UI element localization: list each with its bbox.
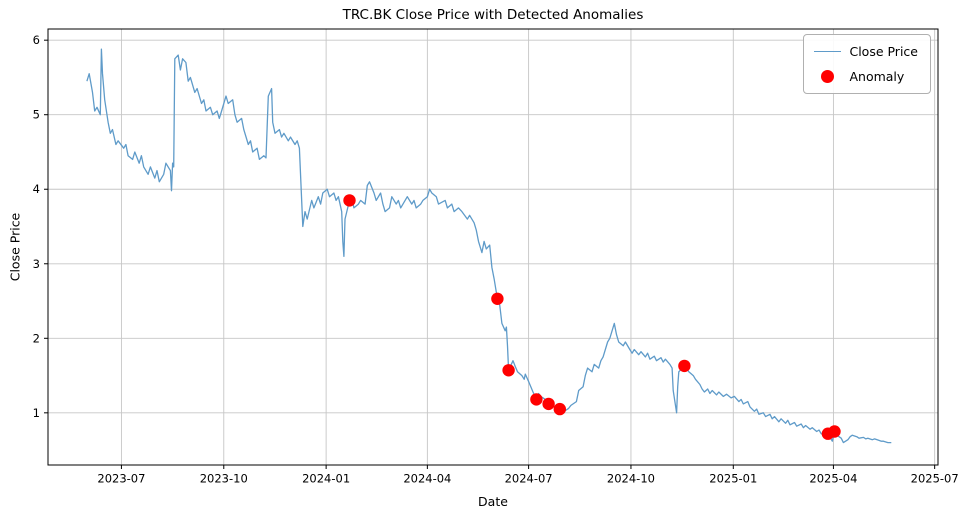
legend: Close Price Anomaly	[803, 34, 931, 94]
legend-label-anomaly: Anomaly	[849, 69, 905, 84]
legend-item-close-price: Close Price	[814, 44, 918, 59]
anomaly-marker	[828, 425, 841, 438]
x-tick-label: 2025-01	[709, 472, 757, 486]
y-tick-label: 6	[33, 33, 40, 47]
close-price-line	[86, 48, 892, 444]
x-tick-label: 2025-04	[809, 472, 857, 486]
legend-item-anomaly: Anomaly	[814, 69, 918, 84]
anomaly-marker	[553, 402, 566, 416]
x-tick-label: 2025-07	[911, 472, 959, 486]
anomaly-marker	[502, 364, 515, 377]
chart-title: TRC.BK Close Price with Detected Anomali…	[342, 7, 644, 23]
anomaly-marker	[678, 359, 691, 373]
anomaly-marker	[542, 397, 555, 411]
y-tick-label: 2	[33, 331, 40, 345]
y-tick-label: 4	[33, 182, 40, 196]
x-axis-label: Date	[478, 494, 508, 509]
x-tick-label: 2024-01	[302, 472, 350, 486]
x-tick-label: 2024-04	[403, 472, 451, 486]
line-swatch-icon	[814, 51, 842, 52]
anomaly-marker	[491, 292, 504, 305]
axes-border	[47, 28, 939, 466]
y-axis-label: Close Price	[7, 212, 23, 282]
x-tick-label: 2024-07	[505, 472, 553, 486]
x-tick-label: 2024-10	[607, 472, 655, 486]
y-tick-label: 1	[33, 406, 40, 420]
x-tick-label: 2023-07	[97, 472, 145, 486]
x-tick-label: 2023-10	[200, 472, 248, 486]
anomaly-marker	[343, 194, 356, 207]
y-tick-label: 5	[33, 108, 40, 122]
anomaly-dot-icon	[821, 70, 835, 83]
anomaly-marker	[530, 393, 543, 406]
y-tick-label: 3	[33, 257, 40, 271]
legend-label-close-price: Close Price	[849, 44, 918, 59]
